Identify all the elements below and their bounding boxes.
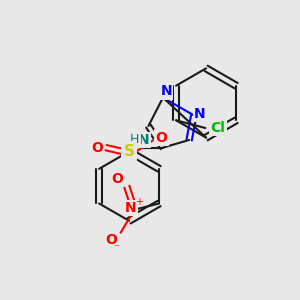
Text: N: N <box>160 84 172 98</box>
Text: O: O <box>155 130 167 145</box>
Text: N: N <box>138 133 150 147</box>
Text: +: + <box>135 197 143 207</box>
Text: ⁻: ⁻ <box>113 243 119 253</box>
Text: S: S <box>124 144 135 159</box>
Text: H: H <box>130 134 139 146</box>
Text: Cl: Cl <box>210 121 225 135</box>
Text: O: O <box>105 233 117 248</box>
Text: O: O <box>112 172 124 186</box>
Text: N: N <box>194 107 206 121</box>
Text: N: N <box>125 201 136 215</box>
Text: O: O <box>91 141 103 155</box>
